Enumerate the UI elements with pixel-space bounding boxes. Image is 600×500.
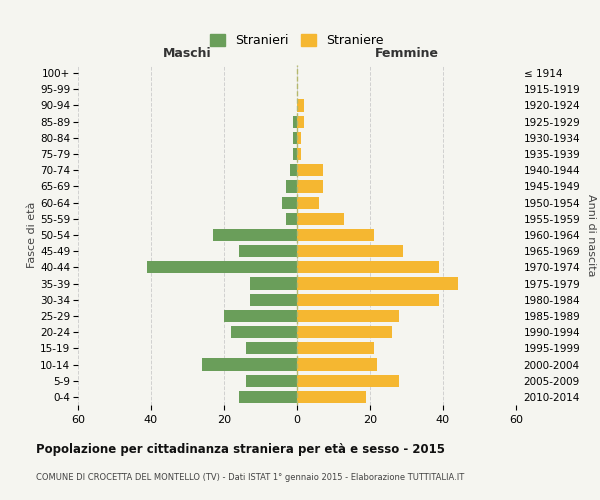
Bar bbox=[239, 245, 297, 258]
Bar bbox=[297, 229, 374, 241]
Bar bbox=[297, 116, 304, 128]
Bar bbox=[297, 180, 323, 192]
Bar bbox=[202, 358, 297, 370]
Text: Popolazione per cittadinanza straniera per età e sesso - 2015: Popolazione per cittadinanza straniera p… bbox=[36, 442, 445, 456]
Bar bbox=[286, 212, 297, 225]
Bar bbox=[283, 196, 297, 208]
Bar bbox=[224, 310, 297, 322]
Bar bbox=[297, 294, 439, 306]
Bar bbox=[297, 358, 377, 370]
Bar bbox=[148, 262, 297, 274]
Bar bbox=[232, 326, 297, 338]
Y-axis label: Fasce di età: Fasce di età bbox=[28, 202, 37, 268]
Bar bbox=[297, 342, 374, 354]
Bar bbox=[297, 132, 301, 144]
Bar bbox=[297, 326, 392, 338]
Y-axis label: Anni di nascita: Anni di nascita bbox=[586, 194, 596, 276]
Bar bbox=[250, 278, 297, 289]
Bar bbox=[297, 245, 403, 258]
Bar bbox=[297, 374, 399, 387]
Text: COMUNE DI CROCETTA DEL MONTELLO (TV) - Dati ISTAT 1° gennaio 2015 - Elaborazione: COMUNE DI CROCETTA DEL MONTELLO (TV) - D… bbox=[36, 472, 464, 482]
Bar bbox=[286, 180, 297, 192]
Bar bbox=[246, 342, 297, 354]
Bar bbox=[297, 196, 319, 208]
Bar bbox=[293, 132, 297, 144]
Bar bbox=[297, 262, 439, 274]
Bar bbox=[297, 164, 323, 176]
Bar bbox=[297, 148, 301, 160]
Bar bbox=[297, 391, 367, 403]
Text: Femmine: Femmine bbox=[374, 47, 439, 60]
Bar bbox=[297, 278, 458, 289]
Bar bbox=[213, 229, 297, 241]
Legend: Stranieri, Straniere: Stranieri, Straniere bbox=[206, 30, 388, 51]
Bar bbox=[290, 164, 297, 176]
Bar bbox=[246, 374, 297, 387]
Bar bbox=[239, 391, 297, 403]
Bar bbox=[250, 294, 297, 306]
Text: Maschi: Maschi bbox=[163, 47, 212, 60]
Bar bbox=[293, 116, 297, 128]
Bar bbox=[297, 100, 304, 112]
Bar bbox=[297, 212, 344, 225]
Bar bbox=[297, 310, 399, 322]
Bar bbox=[293, 148, 297, 160]
